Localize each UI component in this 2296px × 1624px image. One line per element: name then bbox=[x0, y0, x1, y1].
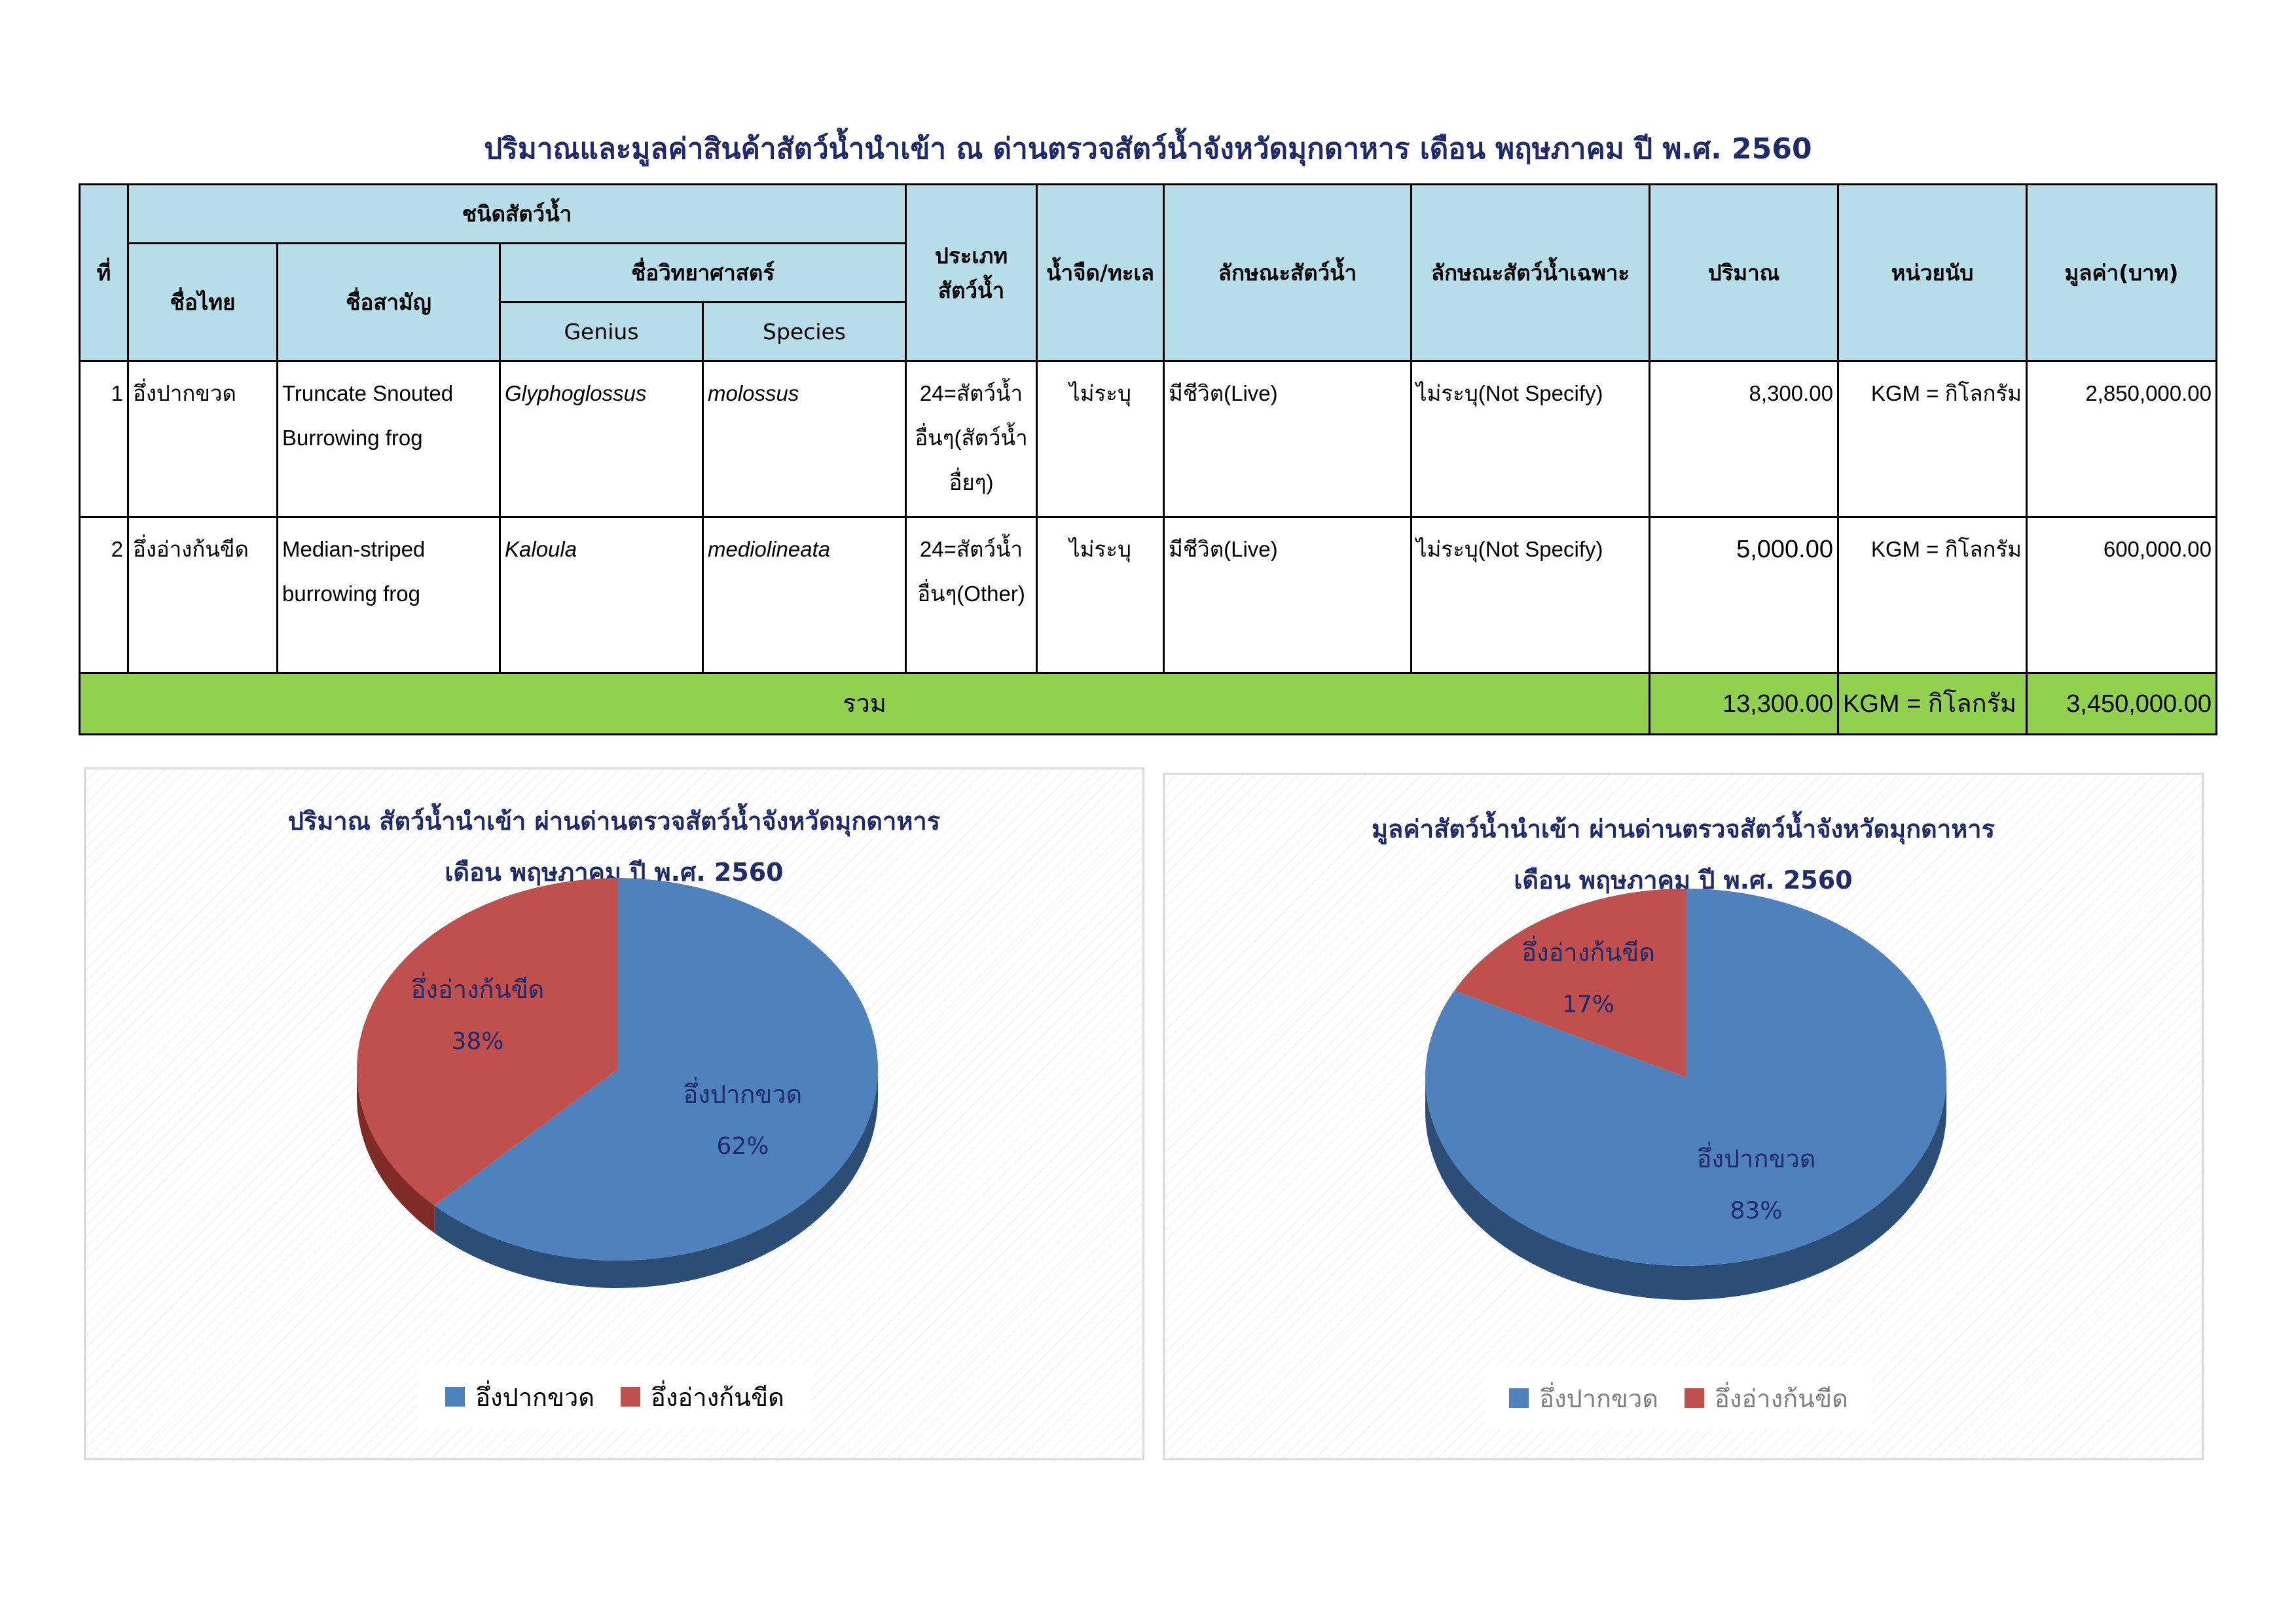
pie-category-label: อึ่งอ่างก้นขีด bbox=[1522, 936, 1655, 967]
cell-type: 24=สัตว์น้ำ อื่นๆ(Other) bbox=[905, 516, 1038, 674]
pie-slice bbox=[357, 878, 617, 1206]
header-water: น้ำจืด/ทะเล bbox=[1036, 183, 1165, 362]
cell-unit: KGM = กิโลกรัม bbox=[1837, 360, 2028, 518]
legend-label: อึ่งปากขวด bbox=[1539, 1384, 1659, 1413]
chart-title-line1: มูลค่าสัตว์น้ำนำเข้า ผ่านด่านตรวจสัตว์น้… bbox=[1371, 815, 1995, 843]
pie-slice-side bbox=[357, 1069, 435, 1233]
header-character: ลักษณะสัตว์น้ำ bbox=[1163, 183, 1413, 362]
cell-common-name-line: Truncate Snouted bbox=[282, 381, 454, 405]
header-species-group: ชนิดสัตว์น้ำ bbox=[126, 183, 907, 244]
cell-quantity: 8,300.00 bbox=[1649, 360, 1840, 518]
header-common-name: ชื่อสามัญ bbox=[276, 242, 501, 362]
cell-thai-name: อึ่งอ่างก้นขีด bbox=[127, 516, 278, 674]
pie-slice-side bbox=[1425, 1077, 1946, 1300]
legend-label: อึ่งปากขวด bbox=[475, 1382, 595, 1412]
cell-water: ไม่ระบุ bbox=[1036, 516, 1165, 674]
legend-swatch-red bbox=[621, 1387, 641, 1407]
cell-genus: Kaloula bbox=[499, 516, 704, 674]
cell-common-name-line: Median-striped bbox=[282, 537, 426, 561]
table-row: 2 อึ่งอ่างก้นขีด Median-striped burrowin… bbox=[79, 516, 2218, 674]
chart-title-line1: ปริมาณ สัตว์น้ำนำเข้า ผ่านด่านตรวจสัตว์น… bbox=[287, 807, 941, 836]
header-type: ประเภท สัตว์น้ำ bbox=[905, 183, 1038, 362]
header-quantity: ปริมาณ bbox=[1649, 183, 1840, 362]
legend-label: อึ่งอ่างก้นขีด bbox=[651, 1382, 784, 1412]
cell-genus: Glyphoglossus bbox=[499, 360, 704, 518]
total-unit: KGM = กิโลกรัม bbox=[1837, 672, 2028, 735]
pie-percent-label: 62% bbox=[716, 1133, 769, 1160]
pie-category-label: อึ่งอ่างก้นขีด bbox=[411, 972, 545, 1004]
cell-type-line: อื่ยๆ) bbox=[949, 470, 994, 494]
header-genus: Genius bbox=[499, 301, 704, 362]
cell-thai-name: อึ่งปากขวด bbox=[127, 360, 278, 518]
pie-category-label: อึ่งปากขวด bbox=[683, 1077, 803, 1109]
legend-item: อึ่งปากขวด bbox=[1509, 1378, 1658, 1418]
cell-water: ไม่ระบุ bbox=[1036, 360, 1165, 518]
value-pie-chart: อึ่งปากขวด 83% อึ่งอ่างก้นขีด 17% bbox=[1425, 889, 1946, 1300]
total-quantity: 13,300.00 bbox=[1649, 672, 1840, 735]
pie-slice bbox=[434, 878, 878, 1261]
header-no: ที่ bbox=[79, 183, 129, 362]
cell-no: 2 bbox=[79, 516, 129, 674]
legend-swatch-blue bbox=[1509, 1388, 1529, 1408]
header-value: มูลค่า(บาท) bbox=[2026, 183, 2218, 362]
cell-specific-character: ไม่ระบุ(Not Specify) bbox=[1410, 360, 1651, 518]
chart-title: ปริมาณ สัตว์น้ำนำเข้า ผ่านด่านตรวจสัตว์น… bbox=[86, 796, 1142, 898]
cell-common-name: Median-striped burrowing frog bbox=[276, 516, 501, 674]
cell-value: 2,850,000.00 bbox=[2026, 360, 2218, 518]
cell-character: มีชีวิต(Live) bbox=[1163, 516, 1413, 674]
cell-specific-character: ไม่ระบุ(Not Specify) bbox=[1410, 516, 1651, 674]
import-table: ที่ ชนิดสัตว์น้ำ ประเภท สัตว์น้ำ น้ำจืด/… bbox=[78, 183, 2218, 735]
header-type-line2: สัตว์น้ำ bbox=[938, 277, 1005, 303]
chart-legend: อึ่งปากขวด อึ่งอ่างก้นขีด bbox=[418, 1365, 811, 1428]
table-row: 1 อึ่งปากขวด Truncate Snouted Burrowing … bbox=[79, 360, 2218, 518]
legend-swatch-blue bbox=[445, 1387, 465, 1407]
cell-quantity: 5,000.00 bbox=[1649, 516, 1840, 674]
cell-common-name-line: Burrowing frog bbox=[282, 426, 423, 450]
total-row: รวม 13,300.00 KGM = กิโลกรัม 3,450,000.0… bbox=[78, 672, 2218, 735]
legend-swatch-red bbox=[1685, 1388, 1705, 1408]
pie-slice bbox=[1454, 889, 1686, 1077]
cell-no: 1 bbox=[79, 360, 129, 518]
legend-item: อึ่งอ่างก้นขีด bbox=[1685, 1378, 1848, 1418]
cell-species: mediolineata bbox=[701, 516, 907, 674]
chart-legend: อึ่งปากขวด อึ่งอ่างก้นขีด bbox=[1485, 1367, 1872, 1430]
cell-species: molossus bbox=[701, 360, 907, 518]
cell-common-name-line: burrowing frog bbox=[282, 581, 420, 606]
report-title: ปริมาณและมูลค่าสินค้าสัตว์น้ำนำเข้า ณ ด่… bbox=[484, 132, 1812, 166]
cell-type: 24=สัตว์น้ำ อื่นๆ(สัตว์น้ำ อื่ยๆ) bbox=[905, 360, 1038, 518]
legend-item: อึ่งอ่างก้นขีด bbox=[621, 1377, 784, 1417]
total-value: 3,450,000.00 bbox=[2026, 672, 2218, 735]
cell-unit: KGM = กิโลกรัม bbox=[1837, 516, 2028, 674]
header-specific-character: ลักษณะสัตว์น้ำเฉพาะ bbox=[1410, 183, 1651, 362]
pie-percent-label: 38% bbox=[451, 1028, 503, 1055]
legend-label: อึ่งอ่างก้นขีด bbox=[1715, 1384, 1848, 1413]
header-thai-name: ชื่อไทย bbox=[127, 242, 278, 362]
header-type-line1: ประเภท bbox=[934, 242, 1008, 268]
total-label: รวม bbox=[78, 672, 1651, 735]
pie-category-label: อึ่งปากขวด bbox=[1697, 1141, 1816, 1173]
pie-percent-label: 83% bbox=[1730, 1197, 1783, 1224]
pie-slice-side bbox=[434, 1069, 878, 1288]
cell-value: 600,000.00 bbox=[2026, 516, 2218, 674]
cell-character: มีชีวิต(Live) bbox=[1163, 360, 1413, 518]
cell-type-line: อื่นๆ(Other) bbox=[917, 581, 1025, 606]
pie-percent-label: 17% bbox=[1562, 991, 1614, 1018]
quantity-chart-panel: ปริมาณ สัตว์น้ำนำเข้า ผ่านด่านตรวจสัตว์น… bbox=[84, 767, 1144, 1460]
header-unit: หน่วยนับ bbox=[1837, 183, 2028, 362]
cell-common-name: Truncate Snouted Burrowing frog bbox=[276, 360, 501, 518]
cell-type-line: 24=สัตว์น้ำ bbox=[919, 381, 1023, 405]
value-chart-panel: มูลค่าสัตว์น้ำนำเข้า ผ่านด่านตรวจสัตว์น้… bbox=[1163, 773, 2204, 1460]
chart-title: มูลค่าสัตว์น้ำนำเข้า ผ่านด่านตรวจสัตว์น้… bbox=[1165, 803, 2202, 906]
legend-item: อึ่งปากขวด bbox=[445, 1377, 594, 1417]
cell-type-line: อื่นๆ(สัตว์น้ำ bbox=[915, 426, 1028, 450]
header-species: Species bbox=[701, 301, 907, 362]
cell-type-line: 24=สัตว์น้ำ bbox=[919, 537, 1023, 561]
quantity-pie-chart: อึ่งปากขวด 62% อึ่งอ่างก้นขีด 38% bbox=[357, 878, 878, 1288]
header-sci-name: ชื่อวิทยาศาสตร์ bbox=[498, 242, 907, 303]
